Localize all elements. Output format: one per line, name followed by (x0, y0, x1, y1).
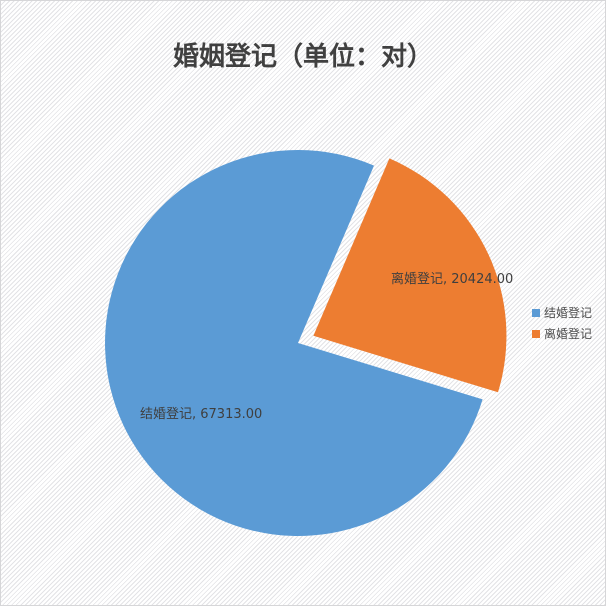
legend-swatch-divorce-icon (532, 329, 540, 338)
chart-title: 婚姻登记（单位：对） (172, 42, 433, 72)
legend-label-marriage: 结婚登记 (544, 306, 593, 320)
pie-slice-marriage[interactable] (105, 150, 483, 537)
data-label-divorce: 离婚登记, 20424.00 (391, 272, 514, 287)
data-label-marriage: 结婚登记, 67313.00 (140, 407, 263, 422)
legend: 结婚登记 离婚登记 (532, 304, 592, 342)
legend-swatch-marriage-icon (532, 308, 540, 317)
legend-item-marriage[interactable]: 结婚登记 (532, 304, 592, 321)
pie-slice-divorce[interactable] (313, 158, 507, 393)
legend-label-divorce: 离婚登记 (544, 327, 593, 341)
legend-item-divorce[interactable]: 离婚登记 (532, 325, 592, 342)
